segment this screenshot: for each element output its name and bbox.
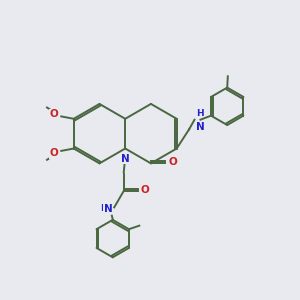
Text: N: N (122, 154, 130, 164)
Text: N: N (104, 204, 113, 214)
Text: N: N (196, 122, 205, 132)
Text: O: O (168, 158, 177, 167)
Text: H: H (196, 109, 204, 118)
Text: H: H (100, 204, 108, 213)
Text: O: O (141, 185, 150, 195)
Text: O: O (50, 148, 58, 158)
Text: O: O (50, 109, 58, 119)
